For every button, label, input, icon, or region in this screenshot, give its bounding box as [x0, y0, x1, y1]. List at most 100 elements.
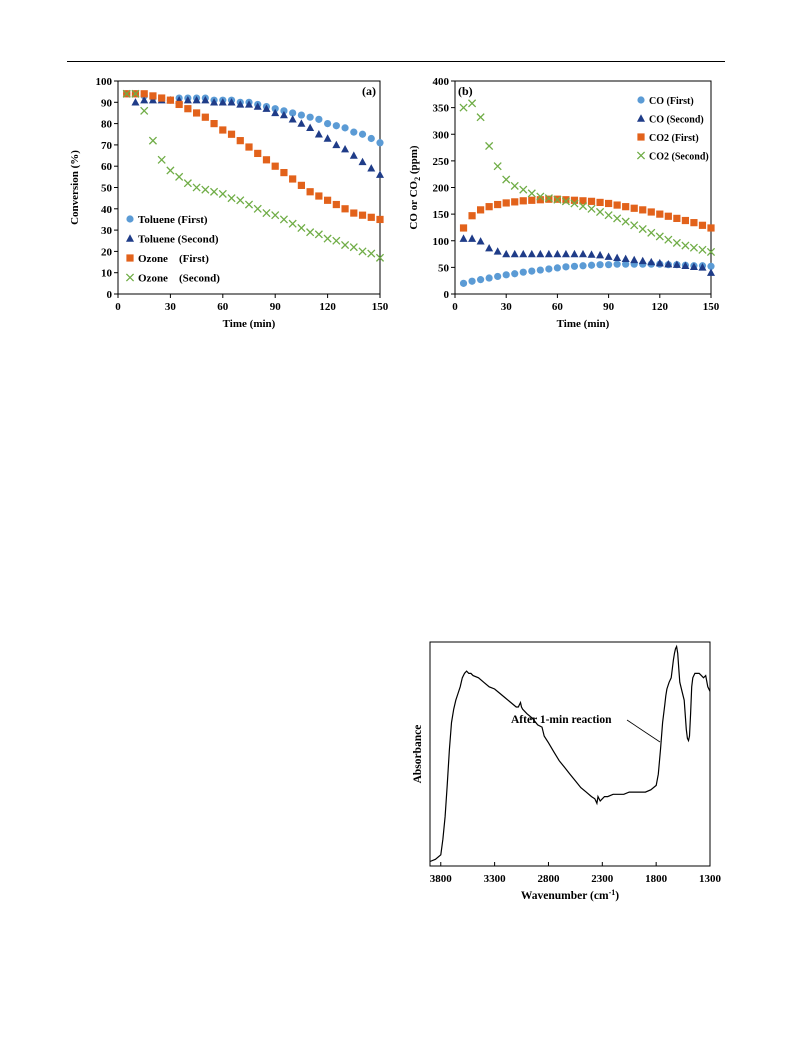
- x-axis-label: Time (min): [557, 318, 610, 330]
- data-point: [493, 247, 502, 255]
- data-point: [149, 92, 157, 100]
- data-point: [297, 119, 306, 127]
- data-point: [332, 122, 340, 130]
- data-point: [639, 206, 647, 214]
- legend-marker: [126, 215, 134, 223]
- data-point: [227, 98, 236, 106]
- data-point: [184, 105, 192, 113]
- data-point: [681, 241, 690, 250]
- legend-label: Toluene (First): [138, 214, 208, 226]
- data-point: [528, 196, 536, 204]
- data-point: [587, 250, 596, 258]
- series-3: [459, 99, 716, 256]
- data-point: [367, 213, 375, 221]
- y-axis-label: Absorbance: [412, 725, 424, 784]
- data-point: [323, 134, 332, 142]
- data-point: [280, 168, 288, 177]
- data-point: [468, 99, 477, 108]
- data-point: [376, 170, 384, 178]
- x-axis-label: Time (min): [223, 318, 276, 330]
- y-tick-label: 400: [433, 76, 450, 88]
- data-point: [527, 189, 536, 198]
- data-point: [511, 270, 519, 278]
- y-tick-label: 40: [101, 204, 113, 216]
- series-2: [123, 90, 384, 224]
- data-point: [341, 205, 349, 213]
- data-point: [218, 98, 227, 106]
- data-point: [358, 130, 367, 138]
- y-tick-label: 90: [101, 97, 113, 109]
- data-point: [493, 162, 502, 171]
- data-point: [621, 254, 630, 263]
- data-point: [459, 103, 468, 112]
- legend-marker: [637, 114, 645, 122]
- data-point: [707, 224, 715, 232]
- data-point: [596, 198, 604, 207]
- legend-label: Ozone (Second): [138, 273, 220, 285]
- data-point: [323, 234, 332, 243]
- data-point: [502, 271, 510, 279]
- data-point: [494, 200, 502, 209]
- data-point: [236, 100, 245, 108]
- data-point: [262, 104, 271, 112]
- data-point: [664, 212, 672, 220]
- data-point: [553, 249, 562, 258]
- data-point: [570, 262, 579, 270]
- data-point: [510, 181, 519, 190]
- data-point: [485, 203, 493, 211]
- data-point: [476, 113, 485, 122]
- data-point: [561, 249, 570, 258]
- data-point: [536, 266, 544, 274]
- data-point: [245, 100, 253, 108]
- data-point: [271, 108, 280, 117]
- y-tick-label: 250: [433, 156, 450, 168]
- data-point: [647, 208, 655, 216]
- data-point: [519, 197, 527, 205]
- data-point: [288, 219, 297, 228]
- data-point: [647, 257, 656, 266]
- data-point: [306, 113, 314, 121]
- data-point: [553, 195, 562, 204]
- data-point: [519, 185, 528, 194]
- data-point: [271, 162, 279, 170]
- data-point: [587, 261, 596, 269]
- plot-area-frame: [454, 80, 712, 295]
- data-point: [210, 187, 219, 196]
- legend-label: CO2 (First): [649, 133, 699, 144]
- data-point: [562, 263, 570, 271]
- data-point: [201, 185, 210, 194]
- data-point: [262, 209, 271, 218]
- data-point: [604, 252, 613, 260]
- data-point: [350, 209, 358, 217]
- data-point: [367, 134, 375, 143]
- x-tick-label: 3300: [484, 873, 507, 885]
- chart-c: 3800 3300 2800 2300 1800 1300 Wavenumber (cm-1…: [405, 635, 725, 915]
- data-point: [502, 199, 510, 207]
- y-tick-label: 50: [101, 183, 113, 195]
- data-point: [332, 140, 341, 149]
- data-point: [655, 232, 664, 241]
- panel-label: (a): [362, 84, 376, 98]
- x-tick-label: 90: [603, 301, 615, 313]
- data-point: [192, 183, 201, 192]
- data-point: [358, 211, 367, 219]
- data-point: [664, 235, 673, 244]
- data-point: [341, 144, 350, 153]
- data-point: [570, 199, 579, 208]
- data-point: [468, 234, 477, 242]
- x-tick-label: 2300: [591, 873, 614, 885]
- x-tick-label: 2800: [537, 873, 560, 885]
- data-point: [698, 263, 707, 271]
- x-tick-label: 90: [270, 301, 282, 313]
- legend-marker: [126, 234, 134, 242]
- y-tick-label: 50: [438, 262, 450, 274]
- data-point: [604, 211, 613, 220]
- y-tick-label: 60: [101, 161, 113, 173]
- data-point: [605, 261, 613, 269]
- data-point: [698, 221, 707, 229]
- spectrum-line: [429, 644, 711, 863]
- data-point: [367, 249, 376, 258]
- data-point: [476, 237, 485, 245]
- data-point: [201, 113, 209, 121]
- data-point: [502, 249, 511, 258]
